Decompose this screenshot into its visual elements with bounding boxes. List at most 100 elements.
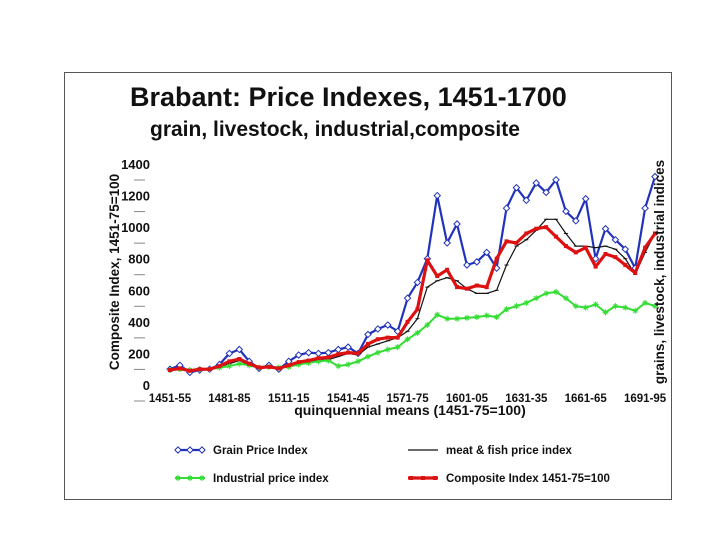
- legend: Grain Price Index meat & fish price index…: [174, 445, 610, 485]
- data-point: [602, 309, 609, 316]
- data-point: [335, 363, 342, 370]
- data-point: [395, 335, 400, 340]
- data-point: [642, 299, 649, 306]
- data-point: [247, 361, 252, 366]
- data-point: [454, 315, 461, 322]
- data-point: [632, 307, 639, 314]
- legend-swatch-marker: [175, 475, 181, 481]
- data-point: [453, 220, 461, 228]
- data-point: [653, 231, 657, 236]
- data-point: [522, 196, 531, 205]
- axis-ticks: [134, 179, 145, 402]
- data-point: [603, 251, 608, 256]
- data-point: [573, 250, 578, 255]
- x-tick-label: 1571-75: [386, 393, 429, 405]
- data-point: [494, 256, 499, 261]
- legend-label: Composite Index 1451-75=100: [446, 473, 610, 485]
- data-point: [524, 231, 529, 236]
- legend-label: Industrial price index: [213, 473, 329, 485]
- data-point: [581, 194, 590, 203]
- data-point: [464, 286, 469, 291]
- series-2: [167, 288, 658, 374]
- data-point: [316, 356, 321, 361]
- data-point: [601, 224, 610, 233]
- data-point: [334, 345, 343, 354]
- data-point: [405, 319, 410, 324]
- data-point: [633, 270, 638, 275]
- legend-swatch-marker: [174, 446, 182, 454]
- data-point: [533, 295, 540, 302]
- data-point: [621, 245, 630, 254]
- data-point: [445, 267, 450, 272]
- data-point: [514, 240, 519, 245]
- data-point: [651, 172, 659, 181]
- data-point: [592, 301, 599, 308]
- legend-entry: Grain Price Index: [174, 445, 308, 457]
- data-point: [315, 358, 322, 365]
- x-tick-label: 1631-35: [505, 393, 548, 405]
- data-point: [483, 312, 490, 319]
- data-point: [532, 179, 541, 187]
- data-point: [284, 357, 293, 366]
- y-tick-label: 1000: [121, 220, 150, 235]
- data-point: [403, 294, 412, 302]
- data-point: [542, 188, 550, 197]
- data-point: [512, 183, 521, 192]
- data-point: [345, 361, 352, 368]
- data-point: [544, 225, 549, 230]
- data-point: [197, 367, 202, 372]
- data-point: [325, 357, 332, 364]
- data-point: [207, 367, 212, 372]
- series-line: [169, 290, 656, 371]
- data-point: [455, 285, 460, 290]
- y-axis-label: Composite Index, 1451-75=100: [107, 174, 122, 370]
- data-point: [375, 337, 380, 342]
- data-point: [305, 359, 312, 366]
- legend-label: Grain Price Index: [213, 445, 308, 457]
- data-point: [286, 363, 291, 368]
- data-point: [336, 352, 341, 357]
- y-tick-labels: 0 200 400 600 800 1000 1200 1400: [121, 157, 150, 393]
- data-point: [523, 299, 530, 306]
- data-point: [227, 359, 232, 364]
- data-point: [562, 295, 569, 302]
- data-point: [217, 364, 222, 369]
- legend-swatch-marker: [421, 476, 425, 480]
- data-point: [346, 350, 351, 355]
- data-point: [385, 335, 390, 340]
- data-point: [534, 226, 539, 231]
- x-axis-label: quinquennial means (1451-75=100): [294, 402, 525, 418]
- data-point: [623, 263, 628, 268]
- x-tick-label: 1691-95: [624, 393, 667, 405]
- series-layer: [166, 172, 659, 377]
- data-point: [613, 255, 618, 260]
- data-point: [266, 364, 271, 369]
- data-point: [424, 322, 431, 329]
- data-point: [571, 217, 580, 225]
- data-point: [583, 245, 588, 250]
- data-point: [513, 303, 520, 310]
- legend-entry: Industrial price index: [175, 473, 329, 485]
- data-point: [356, 351, 361, 356]
- legend-swatch-marker: [199, 475, 205, 481]
- data-point: [611, 235, 620, 244]
- data-point: [374, 325, 382, 333]
- data-point: [306, 358, 311, 363]
- data-point: [344, 343, 352, 351]
- data-point: [187, 368, 192, 373]
- chart-frame: [64, 72, 672, 500]
- y-tick-label: 200: [128, 346, 150, 361]
- data-point: [296, 360, 301, 365]
- data-point: [473, 258, 481, 266]
- data-point: [326, 355, 331, 360]
- data-point: [355, 358, 362, 365]
- data-point: [433, 191, 442, 200]
- data-point: [482, 248, 491, 257]
- data-point: [572, 303, 579, 310]
- data-point: [582, 304, 589, 311]
- data-point: [503, 306, 510, 313]
- data-point: [415, 307, 420, 312]
- data-point: [553, 288, 560, 295]
- legend-entry: Composite Index 1451-75=100: [408, 473, 610, 485]
- data-point: [236, 360, 243, 367]
